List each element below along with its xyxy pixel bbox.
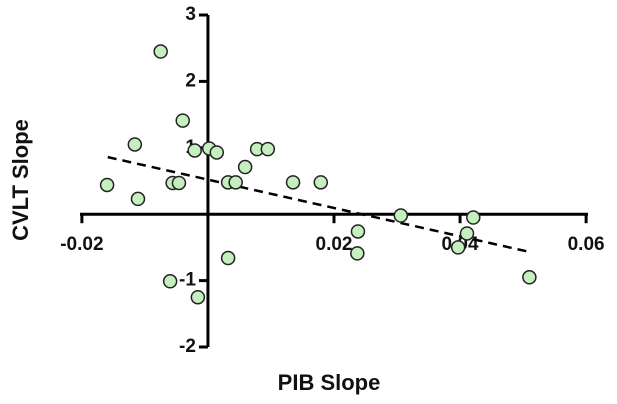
point <box>522 270 537 285</box>
point <box>313 175 329 190</box>
point <box>171 175 187 191</box>
y-tick-label: -2 <box>179 336 196 357</box>
point <box>220 250 236 266</box>
point <box>190 289 206 305</box>
point <box>153 44 168 59</box>
point <box>99 177 115 193</box>
point <box>187 143 202 158</box>
trend-line <box>107 155 531 254</box>
x-tick-label: 0.02 <box>316 234 353 255</box>
point <box>350 246 365 261</box>
point <box>450 240 466 255</box>
x-tick-label: 0.06 <box>568 234 605 255</box>
point <box>350 224 366 239</box>
point <box>162 274 178 289</box>
point <box>285 175 301 190</box>
point <box>466 210 481 225</box>
y-tick-label: 3 <box>185 4 196 25</box>
y-axis-title: CVLT Slope <box>8 119 33 241</box>
point <box>393 208 409 223</box>
y-tick-label: -1 <box>179 270 196 291</box>
point <box>127 137 143 152</box>
point <box>459 226 475 241</box>
x-tick-label: -0.02 <box>60 234 103 255</box>
point <box>209 145 225 160</box>
y-tick-label: 2 <box>185 70 196 91</box>
point <box>175 113 190 128</box>
point <box>130 191 146 207</box>
point <box>228 175 243 190</box>
point <box>237 159 253 175</box>
x-axis-title: PIB Slope <box>278 370 381 395</box>
point <box>260 141 276 157</box>
